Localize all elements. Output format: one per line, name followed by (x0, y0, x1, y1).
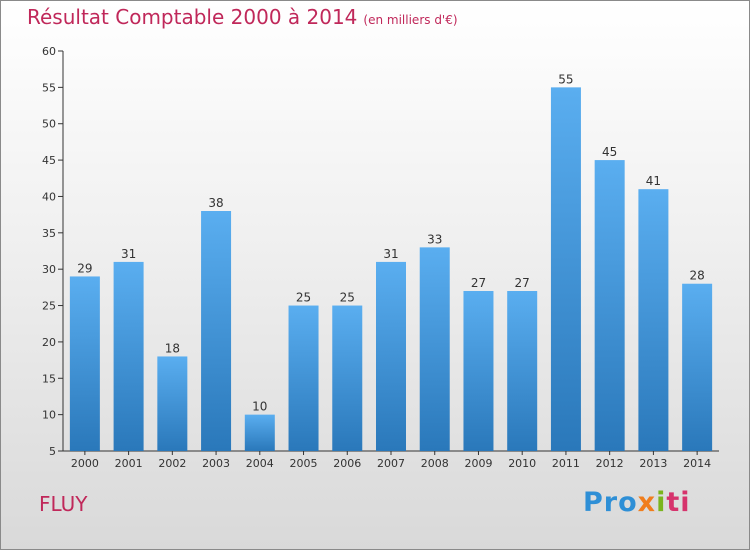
logo-part-2: x (637, 487, 657, 518)
bar-2005[interactable] (288, 305, 319, 451)
bar-2011[interactable] (550, 87, 581, 451)
bar-value-label: 27 (515, 276, 530, 290)
chart-axes: 5 10 15 20 25 30 35 40 45 50 55 60 2000 2001 2002 2003 2… (42, 45, 719, 470)
bar-value-label: 45 (602, 145, 617, 159)
bar-value-label: 28 (689, 269, 704, 283)
x-tick-label: 2005 (290, 457, 318, 470)
bar-value-label: 10 (252, 400, 267, 414)
y-tick-label: 25 (42, 300, 56, 313)
x-tick-label: 2011 (552, 457, 580, 470)
x-tick-label: 2009 (464, 457, 492, 470)
bar-2002[interactable] (157, 356, 188, 451)
y-tick-label: 15 (42, 372, 56, 385)
bar-value-label: 41 (646, 174, 661, 188)
y-tick-label: 20 (42, 336, 56, 349)
x-tick-label: 2002 (158, 457, 186, 470)
bar-2006[interactable] (332, 305, 363, 451)
bar-value-label: 25 (296, 291, 311, 305)
y-tick-label: 50 (42, 118, 56, 131)
bar-value-label: 55 (558, 72, 573, 86)
chart-unit: (en milliers d'€) (363, 13, 458, 27)
x-tick-label: 2010 (508, 457, 536, 470)
chart-title: Résultat Comptable 2000 à 2014 (en millie… (27, 5, 458, 29)
chart-bars: 29 31 18 38 10 25 25 31 33 27 27 55 45 41 28 (69, 72, 713, 451)
bar-value-label: 27 (471, 276, 486, 290)
bar-2014[interactable] (682, 283, 713, 451)
logo-part-1: Pro (583, 487, 638, 518)
bar-2007[interactable] (376, 261, 406, 451)
bar-2012[interactable] (594, 160, 625, 451)
bar-2004[interactable] (244, 414, 275, 451)
commune-name: FLUY (39, 492, 88, 516)
bar-value-label: 29 (77, 261, 92, 275)
bar-2000[interactable] (69, 276, 100, 451)
bar-value-label: 33 (427, 232, 442, 246)
logo-part-4: ti (666, 487, 691, 518)
bar-2003[interactable] (201, 211, 232, 451)
x-tick-label: 2014 (683, 457, 711, 470)
x-tick-label: 2008 (421, 457, 449, 470)
y-tick-label: 5 (49, 445, 56, 458)
bar-2010[interactable] (507, 291, 538, 451)
y-tick-label: 45 (42, 154, 56, 167)
x-tick-label: 2012 (596, 457, 624, 470)
y-tick-label: 55 (42, 81, 56, 94)
y-tick-label: 40 (42, 190, 56, 203)
x-tick-label: 2003 (202, 457, 230, 470)
x-tick-label: 2004 (246, 457, 274, 470)
bar-value-label: 18 (165, 341, 180, 355)
y-tick-label: 60 (42, 45, 56, 58)
y-tick-label: 30 (42, 263, 56, 276)
x-tick-label: 2000 (71, 457, 99, 470)
bar-2001[interactable] (113, 261, 144, 451)
proxiti-logo[interactable]: Proxiti (583, 487, 691, 518)
x-tick-label: 2007 (377, 457, 405, 470)
bar-value-label: 31 (383, 247, 398, 261)
x-tick-label: 2013 (639, 457, 667, 470)
y-tick-label: 10 (42, 409, 56, 422)
chart-title-text: Résultat Comptable 2000 à 2014 (27, 5, 358, 29)
y-tick-label: 35 (42, 227, 56, 240)
bar-2009[interactable] (463, 291, 494, 451)
bar-value-label: 38 (208, 196, 223, 210)
x-tick-label: 2001 (115, 457, 143, 470)
bar-value-label: 25 (340, 291, 355, 305)
bar-value-label: 31 (121, 247, 136, 261)
logo-part-3: i (656, 487, 667, 518)
x-tick-label: 2006 (333, 457, 361, 470)
bar-2013[interactable] (638, 189, 669, 451)
bar-2008[interactable] (419, 247, 450, 451)
